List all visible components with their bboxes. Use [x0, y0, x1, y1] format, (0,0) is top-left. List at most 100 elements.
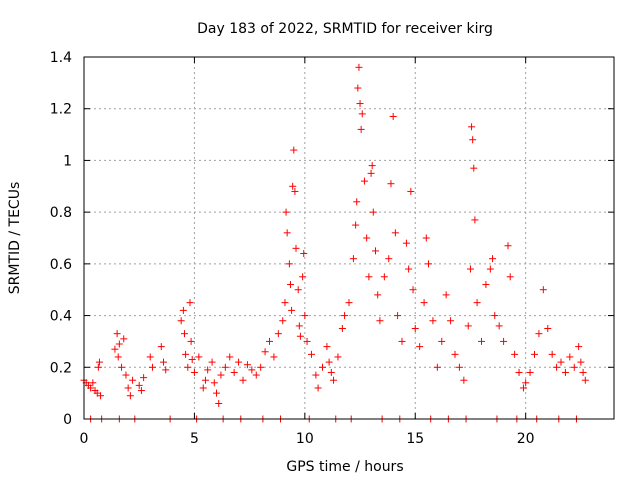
data-point: [296, 332, 304, 340]
data-point: [300, 250, 308, 258]
data-point: [500, 337, 508, 345]
data-point: [111, 345, 119, 353]
data-point: [566, 353, 574, 361]
data-point: [539, 286, 547, 294]
data-point: [411, 325, 419, 332]
data-point: [557, 358, 565, 366]
data-point: [511, 350, 519, 358]
data-point: [391, 229, 399, 237]
data-point: [118, 363, 126, 371]
data-point: [177, 317, 185, 325]
x-tick-label: 10: [296, 431, 314, 447]
data-point: [367, 169, 375, 177]
data-point: [372, 247, 379, 255]
data-point: [506, 273, 514, 281]
data-point: [433, 363, 441, 371]
data-point: [374, 291, 382, 299]
data-point: [376, 317, 384, 325]
data-point: [489, 255, 497, 263]
data-point: [468, 123, 476, 131]
data-point: [319, 363, 326, 371]
data-point: [235, 358, 243, 366]
data-point: [394, 312, 402, 320]
data-point: [274, 330, 282, 338]
data-point: [357, 125, 365, 133]
data-point: [405, 265, 413, 273]
data-point: [180, 330, 188, 338]
data-point: [438, 337, 446, 345]
data-point: [429, 317, 437, 325]
plot-frame: [83, 56, 615, 420]
data-point: [257, 363, 265, 371]
data-point: [338, 325, 346, 332]
data-point: [353, 198, 361, 206]
data-point: [575, 343, 583, 351]
data-point: [387, 180, 395, 188]
data-point: [515, 368, 523, 376]
data-point: [201, 376, 209, 384]
x-tick-label: 20: [517, 431, 535, 447]
data-point: [352, 221, 360, 229]
data-point: [221, 363, 229, 371]
data-point: [204, 366, 212, 374]
data-point: [535, 330, 543, 338]
data-point: [416, 343, 424, 351]
data-point: [281, 299, 289, 307]
x-tick-label: 15: [406, 431, 424, 447]
tick-labels: 0 5 10 15 20 0 0.2 0.4 0.6 0.8 1 1.2 1.4: [50, 50, 535, 447]
data-point: [226, 353, 234, 361]
data-point: [334, 353, 342, 361]
data-point: [285, 260, 293, 268]
data-point: [292, 244, 300, 252]
data-point: [137, 387, 145, 395]
data-point: [135, 381, 143, 389]
y-axis-label: SRMTID / TECUs: [7, 182, 23, 295]
data-point: [303, 337, 311, 345]
data-point: [447, 317, 455, 325]
data-point: [389, 112, 397, 120]
data-point: [466, 265, 474, 273]
data-point: [266, 337, 273, 345]
data-point: [230, 368, 238, 376]
data-point: [248, 366, 256, 374]
data-point: [363, 234, 371, 242]
data-point: [425, 260, 432, 268]
data-point: [409, 286, 417, 294]
data-point: [243, 361, 251, 369]
data-point: [385, 255, 393, 263]
data-point: [188, 356, 196, 364]
y-tick-label: 1: [63, 153, 72, 169]
y-tick-label: 0.6: [50, 257, 72, 273]
data-point: [289, 182, 297, 190]
data-point: [341, 312, 349, 320]
data-point: [519, 384, 527, 392]
data-point: [160, 358, 167, 366]
data-point: [129, 376, 137, 384]
data-point: [368, 162, 376, 170]
data-point: [482, 281, 490, 289]
data-point: [114, 353, 122, 361]
data-point: [548, 350, 556, 358]
data-point: [451, 350, 459, 358]
data-point: [522, 379, 530, 387]
data-point: [217, 371, 225, 379]
data-point: [460, 376, 468, 384]
data-point: [579, 368, 587, 376]
data-point: [95, 358, 103, 366]
data-point: [531, 350, 538, 358]
data-point: [94, 363, 102, 371]
data-point: [398, 337, 406, 345]
data-point: [215, 399, 223, 407]
data-point: [544, 325, 552, 332]
chart-title: Day 183 of 2022, SRMTID for receiver kir…: [197, 21, 493, 37]
data-point: [184, 363, 192, 371]
x-tick-label: 0: [80, 431, 89, 447]
data-point: [365, 273, 373, 281]
data-point: [140, 374, 148, 382]
data-point: [282, 208, 290, 216]
data-point: [286, 281, 294, 289]
data-point: [354, 84, 362, 92]
data-point: [369, 208, 377, 216]
data-point: [239, 376, 247, 384]
data-point: [213, 389, 220, 397]
